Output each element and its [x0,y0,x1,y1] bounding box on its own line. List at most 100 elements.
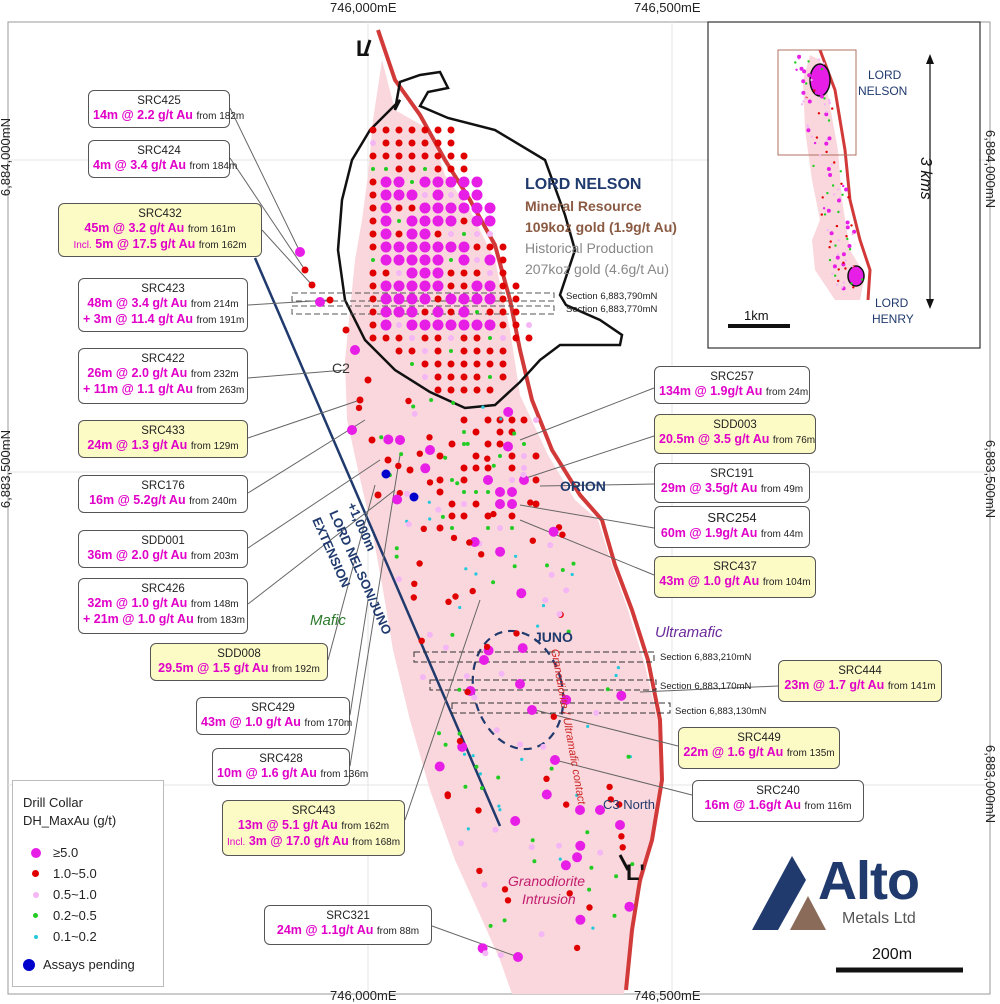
drill-collar [404,490,410,497]
drill-collar [432,254,444,266]
callout-src191: SRC191 29m @ 3.5g/t Au from 49m [654,463,810,503]
intercept: 3m @ 17.0 g/t Au [248,834,349,848]
drill-collar [369,282,377,290]
hole-id: SRC432 [138,208,182,220]
drill-collar [575,805,585,815]
drill-collar [844,259,847,262]
drill-collar [800,103,804,106]
drill-collar [458,306,470,318]
drill-collar [495,546,506,557]
drill-collar [837,279,840,283]
intercept-depth: from 162m [341,821,390,833]
drill-collar [425,445,435,455]
drill-collar [833,161,836,164]
drill-collar [380,202,392,214]
drill-collar [486,360,494,368]
intercept-depth: from 184m [189,161,238,173]
hole-id: SRC428 [259,753,303,765]
drill-collar [499,321,507,329]
drill-collar [486,308,494,316]
drill-collar [427,500,431,504]
drill-collar [457,741,468,752]
intercept: 13m @ 5.1 g/t Au [237,818,338,833]
drill-collar [392,494,403,505]
drill-collar [445,598,452,605]
drill-collar [801,90,806,95]
callout-src433: SRC433 24m @ 1.3 g/t Au from 129m [78,420,248,458]
drill-collar [369,230,377,238]
drill-collar [484,319,496,331]
intercept: 43m @ 1.0 g/t Au [659,574,760,589]
drill-collar [471,754,475,758]
drill-collar [491,463,496,468]
c2-label: C2 [332,360,350,376]
drill-collar [804,97,808,100]
drill-collar [473,373,481,381]
drill-collar [463,784,468,789]
intercept: 24m @ 1.1g/t Au [276,923,374,938]
drill-collar [619,844,626,851]
drill-collar [484,512,492,520]
drill-collar [411,580,418,587]
section-box [413,651,655,663]
drill-collar [406,254,418,266]
drill-collar [395,139,403,147]
drill-collar [428,517,432,521]
deposit-name: LORD NELSON [525,176,642,193]
drill-collar [409,492,419,502]
drill-collar [434,386,442,394]
drill-collar [471,189,483,201]
drill-collar [807,99,812,104]
drill-collar [607,796,614,803]
drill-collar [460,464,468,472]
drill-collar [812,164,815,168]
drill-collar [484,455,491,462]
drill-collar [826,167,831,171]
drill-collar [460,269,468,277]
legend-item: 1.0~5.0 [31,866,97,881]
drill-collar [342,326,350,334]
drill-collar [575,840,586,851]
ultramafic-label: Ultramafic [655,624,723,641]
drill-collar [381,469,391,479]
drill-collar [499,256,507,264]
drill-collar [475,807,482,814]
drill-collar [844,267,847,270]
drill-collar [550,755,560,765]
drill-collar [420,463,431,474]
drill-collar [432,241,444,253]
drill-collar [794,61,797,64]
intercept: 45m @ 3.2 g/t Au [84,221,185,236]
drill-collar [480,786,484,791]
inset-lord-henry [847,265,865,287]
drill-collar [827,98,831,102]
drill-collar [483,643,491,651]
drill-collar [827,136,832,141]
drill-collar [573,944,581,952]
drill-collar [442,644,449,651]
intercept-depth: from 148m [190,599,239,611]
drill-collar [432,202,444,214]
drill-collar [471,293,483,305]
drill-collar [615,820,625,830]
drill-collar [521,453,527,459]
drill-collar [436,488,444,496]
drill-collar [851,232,854,236]
callout-src429: SRC429 43m @ 1.0 g/t Au from 170m [196,697,352,735]
drill-collar [822,62,826,65]
hole-id: SDD001 [141,535,185,547]
callout-sdd001: SDD001 36m @ 2.0 g/t Au from 203m [78,530,248,568]
intercept: 22m @ 1.6 g/t Au [683,745,784,760]
drill-collar [410,180,414,184]
easting-label: 746,500mE [634,988,701,1003]
drill-collar [473,334,481,342]
drill-collar [471,202,483,214]
drill-collar [448,335,454,341]
drill-collar [837,253,840,256]
drill-collar [560,568,565,572]
drill-collar [369,178,377,186]
drill-collar [841,252,846,257]
intercept: 5m @ 17.5 g/t Au [95,237,196,251]
intercept: + 21m @ 1.0 g/t Au [83,612,194,626]
